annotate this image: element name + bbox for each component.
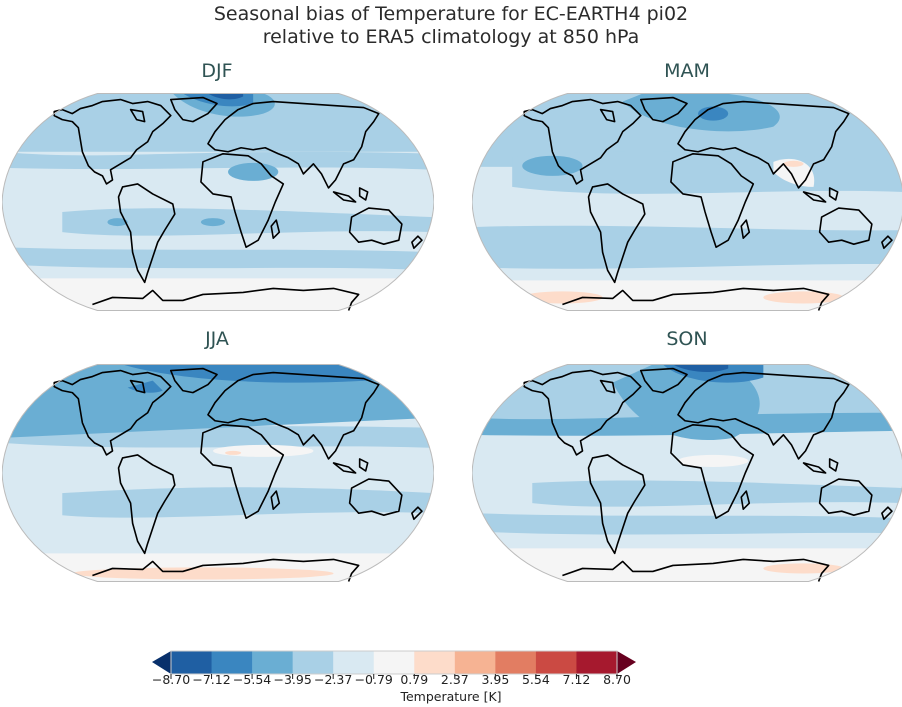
colorbar-tick-label: −0.79 — [354, 672, 393, 687]
colorbar-tick-label: 7.12 — [562, 672, 591, 687]
colorbar-over-triangle — [617, 651, 636, 674]
panel-title-djf: DJF — [201, 60, 233, 82]
map-jja — [2, 363, 434, 583]
colorbar-segment — [171, 651, 213, 674]
figure-title-line1: Seasonal bias of Temperature for EC-EART… — [213, 3, 689, 25]
colorbar-segment — [576, 651, 618, 674]
panel-title-mam: MAM — [664, 60, 710, 82]
colorbar-tick-label: 5.54 — [521, 672, 550, 687]
colorbar-segment — [454, 651, 496, 674]
colorbar — [152, 650, 636, 679]
colorbar-tick-label: −3.95 — [273, 672, 312, 687]
colorbar-tick-label: 8.70 — [603, 672, 631, 687]
colorbar-segment — [414, 651, 456, 674]
colorbar-tick-label: 3.95 — [481, 672, 510, 687]
figure-title-line2: relative to ERA5 climatology at 850 hPa — [262, 26, 640, 48]
colorbar-label: Temperature [K] — [400, 689, 502, 704]
colorbar-segment — [373, 651, 415, 674]
colorbar-segment — [535, 651, 577, 674]
colorbar-tick-label: −5.54 — [232, 672, 272, 687]
colorbar-segment — [333, 651, 375, 674]
panel-title-son: SON — [666, 328, 708, 350]
colorbar-segment — [292, 651, 334, 674]
colorbar-segment — [252, 651, 294, 674]
colorbar-segment — [495, 651, 537, 674]
colorbar-segment — [211, 651, 253, 674]
map-djf — [2, 92, 434, 312]
map-mam — [472, 92, 902, 312]
map-son — [472, 363, 902, 583]
colorbar-tick-label: 0.79 — [400, 672, 429, 687]
colorbar-tick-label: −7.12 — [192, 672, 231, 687]
colorbar-tick-label: −8.70 — [151, 672, 191, 687]
colorbar-tick-label: 2.37 — [440, 672, 469, 687]
panel-title-jja: JJA — [205, 328, 229, 350]
colorbar-tick-label: −2.37 — [314, 672, 353, 687]
colorbar-under-triangle — [152, 651, 171, 674]
